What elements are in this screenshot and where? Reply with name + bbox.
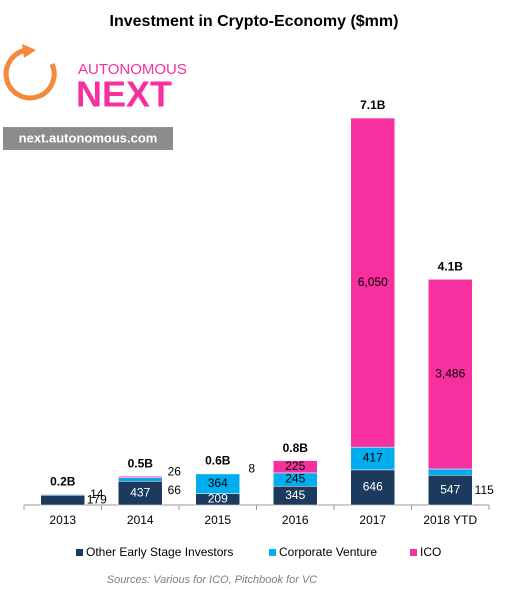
total-label: 4.1B (438, 260, 464, 274)
bar-segment (273, 460, 318, 474)
legend-label: Corporate Venture (279, 545, 377, 559)
logo-brand-top: AUTONOMOUS (78, 61, 187, 78)
logo-brand-main: NEXT (76, 74, 172, 115)
data-label: 646 (363, 480, 383, 494)
source-note: Sources: Various for ICO, Pitchbook for … (107, 574, 318, 586)
data-label: 417 (363, 451, 383, 465)
data-label: 6,050 (358, 275, 388, 289)
chart-title: Investment in Crypto-Economy ($mm) (110, 13, 399, 30)
bar-segment (40, 495, 85, 506)
logo-url-box (3, 127, 173, 150)
x-tick-label: 2013 (49, 513, 76, 527)
bar-segment (40, 494, 85, 496)
bar-segment (118, 475, 163, 478)
bar-segment (350, 469, 395, 506)
bar-segment (350, 117, 395, 448)
data-label: 245 (285, 472, 305, 486)
x-tick-label: 2014 (127, 513, 154, 527)
data-label: 8 (248, 462, 255, 476)
total-label: 7.1B (360, 98, 386, 112)
x-tick-label: 2018 YTD (423, 513, 477, 527)
logo: AUTONOMOUS NEXT next.autonomous.com (3, 44, 187, 150)
data-label: 547 (440, 482, 460, 496)
bar-segment (118, 477, 163, 482)
total-label: 0.6B (205, 454, 231, 468)
logo-ring (3, 47, 57, 101)
data-label: 14 (90, 487, 104, 501)
data-label: 364 (208, 476, 228, 490)
total-label: 0.5B (128, 456, 154, 470)
data-label: 115 (475, 483, 494, 497)
legend-label: Other Early Stage Investors (86, 545, 233, 559)
data-label: 179 (87, 492, 107, 506)
data-label: 26 (168, 464, 182, 478)
legend-label: ICO (420, 545, 441, 559)
data-label: 209 (208, 491, 228, 505)
data-label: 3,486 (435, 366, 465, 380)
data-label: 66 (168, 483, 182, 497)
legend-swatch (410, 549, 417, 556)
data-label: 345 (285, 488, 305, 502)
data-label: 437 (130, 485, 150, 499)
logo-url: next.autonomous.com (19, 130, 158, 145)
x-tick-label: 2015 (204, 513, 231, 527)
x-tick-label: 2016 (282, 513, 309, 527)
legend-swatch (76, 549, 83, 556)
bar-segment (195, 473, 240, 475)
bar-segment (428, 279, 473, 470)
total-label: 0.2B (50, 475, 76, 489)
data-label: 225 (285, 459, 305, 473)
legend-swatch (269, 549, 276, 556)
x-tick-label: 2017 (359, 513, 386, 527)
logo-arrow (22, 44, 36, 58)
bar-segment (428, 468, 473, 476)
total-label: 0.8B (283, 441, 309, 455)
